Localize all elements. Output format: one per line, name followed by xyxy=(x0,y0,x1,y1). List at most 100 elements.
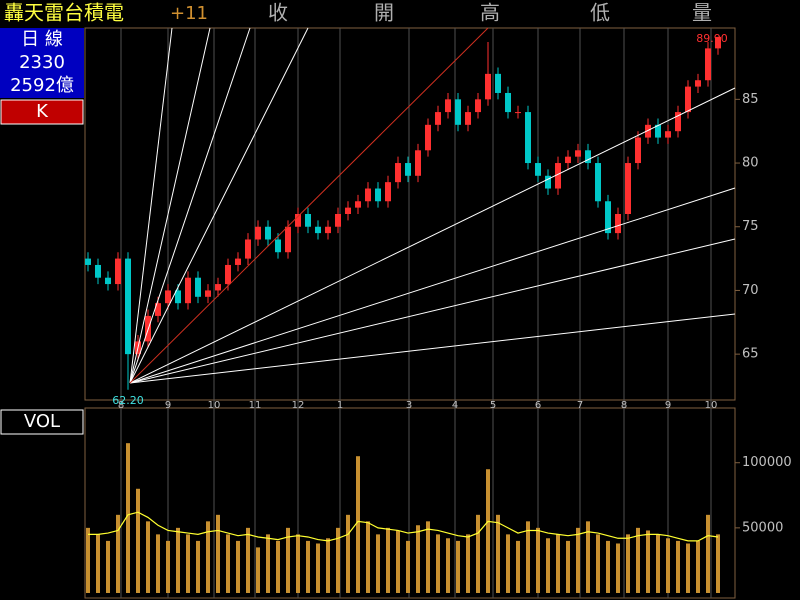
volume-bar xyxy=(206,521,210,593)
candle-body xyxy=(675,112,681,132)
candle-body xyxy=(125,258,131,355)
candle-body xyxy=(165,290,171,304)
volume-bar xyxy=(556,534,560,593)
volume-bar xyxy=(426,521,430,593)
volume-bar xyxy=(626,534,630,593)
candle-body xyxy=(685,86,691,113)
volume-bar xyxy=(106,540,110,593)
x-tick-label: 8 xyxy=(621,400,627,411)
volume-bar xyxy=(506,534,510,593)
price-frame xyxy=(84,27,736,401)
fan-line xyxy=(129,87,736,384)
volume-bar xyxy=(706,514,710,593)
fan-line xyxy=(129,27,251,384)
x-tick-label: 11 xyxy=(249,400,262,411)
candle-body xyxy=(715,36,721,49)
x-tick-label: 3 xyxy=(406,400,412,411)
candle-body xyxy=(645,124,651,138)
volume-bar xyxy=(166,540,170,593)
volume-bar xyxy=(316,543,320,593)
low-label: 62.20 xyxy=(112,394,144,407)
x-tick-label: 1 xyxy=(337,400,343,411)
candle-body xyxy=(175,290,181,304)
candle-body xyxy=(215,284,221,291)
volume-bar xyxy=(496,514,500,593)
x-tick-label: 9 xyxy=(665,400,671,411)
volume-bar xyxy=(636,527,640,593)
candle-body xyxy=(85,258,91,265)
volume-bar xyxy=(346,514,350,593)
candle-body xyxy=(545,175,551,189)
volume-bar xyxy=(266,534,270,593)
y-tick-label: 75 xyxy=(742,219,759,234)
fan-line xyxy=(129,313,736,384)
candle-body xyxy=(565,156,571,164)
candle-body xyxy=(455,99,461,125)
candle-body xyxy=(515,112,521,114)
x-tick-label: 4 xyxy=(452,400,458,411)
fan-line xyxy=(129,238,736,384)
volume-bar xyxy=(356,456,360,593)
fan-line xyxy=(129,27,211,384)
y-tick-label: 70 xyxy=(742,283,759,298)
candle-body xyxy=(495,73,501,93)
col-label: 開 xyxy=(374,1,394,25)
candle-body xyxy=(325,226,331,234)
candle-body xyxy=(355,201,361,208)
volume-bar xyxy=(146,521,150,593)
candle-body xyxy=(95,264,101,278)
candle-body xyxy=(265,226,271,240)
fan-line xyxy=(129,27,489,384)
volume-bar xyxy=(186,534,190,593)
volume-bar xyxy=(416,525,420,593)
volume-bar xyxy=(566,540,570,593)
candle-body xyxy=(285,226,291,253)
candle-body xyxy=(115,258,121,285)
volume-bar xyxy=(406,540,410,593)
candle-body xyxy=(335,214,341,227)
volume-frame xyxy=(84,407,736,599)
candle-body xyxy=(185,277,191,304)
vol-box[interactable] xyxy=(0,409,84,435)
candle-body xyxy=(485,73,491,100)
volume-bar xyxy=(586,521,590,593)
volume-bar xyxy=(526,521,530,593)
candle-body xyxy=(425,124,431,151)
candle-body xyxy=(375,188,381,202)
volume-bar xyxy=(306,540,310,593)
candle-body xyxy=(705,48,711,81)
candle-body xyxy=(395,163,401,183)
mode-box[interactable] xyxy=(0,99,84,125)
fan-line xyxy=(129,27,309,384)
candle-body xyxy=(275,239,281,253)
candle-body xyxy=(385,182,391,202)
info-box xyxy=(0,28,84,98)
volume-bar xyxy=(116,514,120,593)
volume-ma xyxy=(88,511,719,542)
volume-bar xyxy=(656,534,660,593)
volume-bar xyxy=(596,534,600,593)
fan-line xyxy=(129,27,173,384)
candle-body xyxy=(475,99,481,113)
mode[interactable]: K xyxy=(36,101,49,122)
volume-bar xyxy=(676,540,680,593)
volume-bar xyxy=(216,514,220,593)
volume-bar xyxy=(156,534,160,593)
y-tick-label: 65 xyxy=(742,347,759,362)
volume-bar xyxy=(686,543,690,593)
vol-label[interactable]: VOL xyxy=(24,411,60,432)
volume-bar xyxy=(516,540,520,593)
candle-body xyxy=(315,226,321,234)
volume-bar xyxy=(256,547,260,593)
candle-body xyxy=(435,112,441,125)
candle-body xyxy=(615,214,621,234)
x-tick-label: 6 xyxy=(535,400,541,411)
y-tick-label: 80 xyxy=(742,156,759,171)
volume-bar xyxy=(136,488,140,593)
candle-body xyxy=(205,290,211,297)
candle-body xyxy=(595,163,601,202)
candle-body xyxy=(365,188,371,202)
volume-bar xyxy=(86,527,90,593)
volume-bar xyxy=(716,534,720,593)
